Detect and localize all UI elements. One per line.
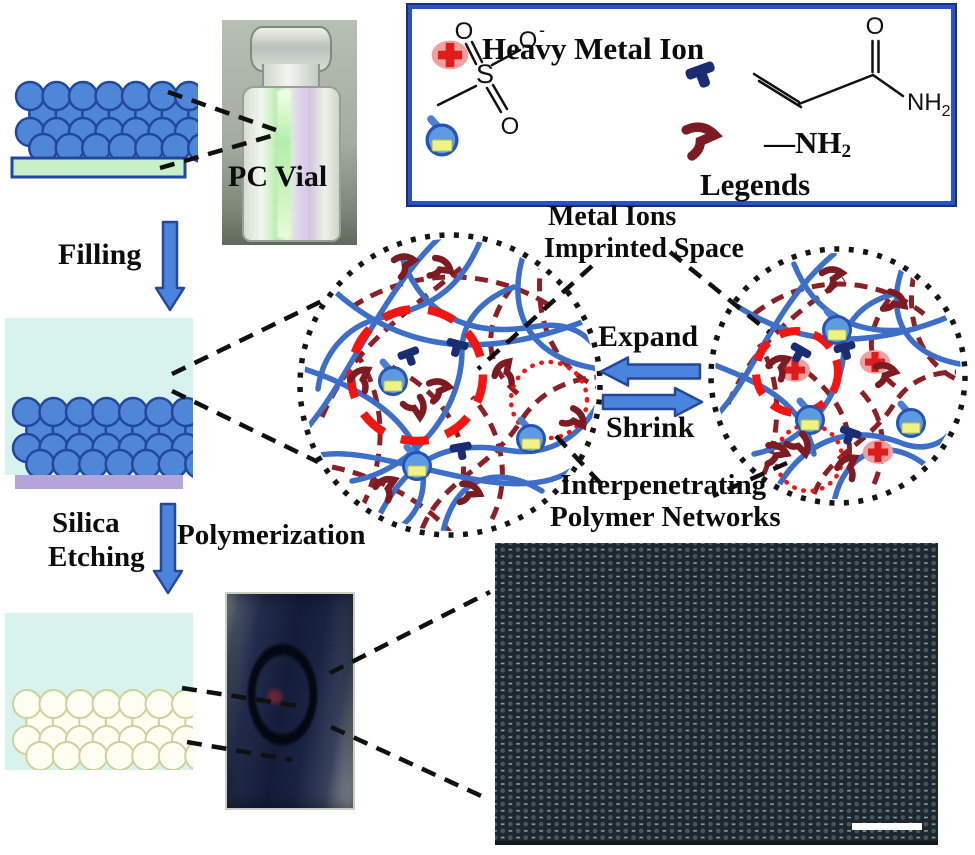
void-array [12, 689, 193, 770]
sphere-array [11, 396, 193, 480]
silica-etching-label-line1: Silica [52, 507, 120, 539]
expand-label: Expand [598, 320, 699, 353]
sulfonate-structure: O O - S O [436, 18, 545, 140]
heavy-metal-ion-label: Heavy Metal Ion [482, 31, 705, 66]
charge-minus: - [539, 20, 545, 40]
vial-neck [262, 64, 320, 90]
atom-o: O [866, 13, 885, 40]
ipn-label-line2: Polymer Networks [550, 501, 781, 533]
amine-group-label: —NH2 [764, 125, 852, 162]
shrink-label: Shrink [606, 411, 695, 444]
filling-arrow [154, 220, 186, 312]
sphere-array [14, 80, 198, 164]
legends-label: Legends [700, 167, 811, 202]
iridescent-streak [277, 90, 291, 238]
silica-etching-label-line2: Etching [48, 541, 145, 573]
inverse-opal-block [5, 613, 193, 770]
pc-vial-photo [222, 20, 357, 245]
ipn-label-line1: Interpenetrating [560, 469, 767, 501]
pc-vial-label: PC Vial [228, 160, 328, 193]
sem-image [495, 543, 938, 845]
legend-graphics: O O - S O O NH2 [412, 13, 951, 201]
infiltrated-crystal-block [5, 318, 193, 489]
acrylamide-structure: O NH2 [752, 13, 951, 120]
atom-o: O [501, 113, 520, 140]
maroon-monomer-icon [682, 125, 716, 159]
colloidal-crystal-schematic [10, 80, 198, 179]
network-boundary [708, 246, 968, 506]
atom-s: S [476, 59, 494, 89]
polymerization-label: Polymerization [177, 519, 366, 551]
metal-ions-label-line2: Imprinted Space [544, 233, 744, 264]
atom-o: O [519, 27, 538, 54]
probe-molecule-icon [427, 119, 457, 155]
amide-group: NH2 [907, 89, 951, 120]
substrate-bar [15, 475, 183, 489]
hydrogel-film-photo [225, 592, 355, 810]
scale-bar [852, 823, 922, 830]
filling-label: Filling [58, 238, 142, 271]
legend-box: O O - S O O NH2 Heavy Metal Ion —NH2 Leg… [406, 3, 957, 207]
substrate-bar [10, 156, 187, 179]
expand-arrow [599, 356, 702, 387]
atom-o: O [455, 18, 474, 45]
imprinted-space-ring [752, 327, 842, 417]
metal-ions-label-line1: Metal Ions [548, 201, 677, 232]
